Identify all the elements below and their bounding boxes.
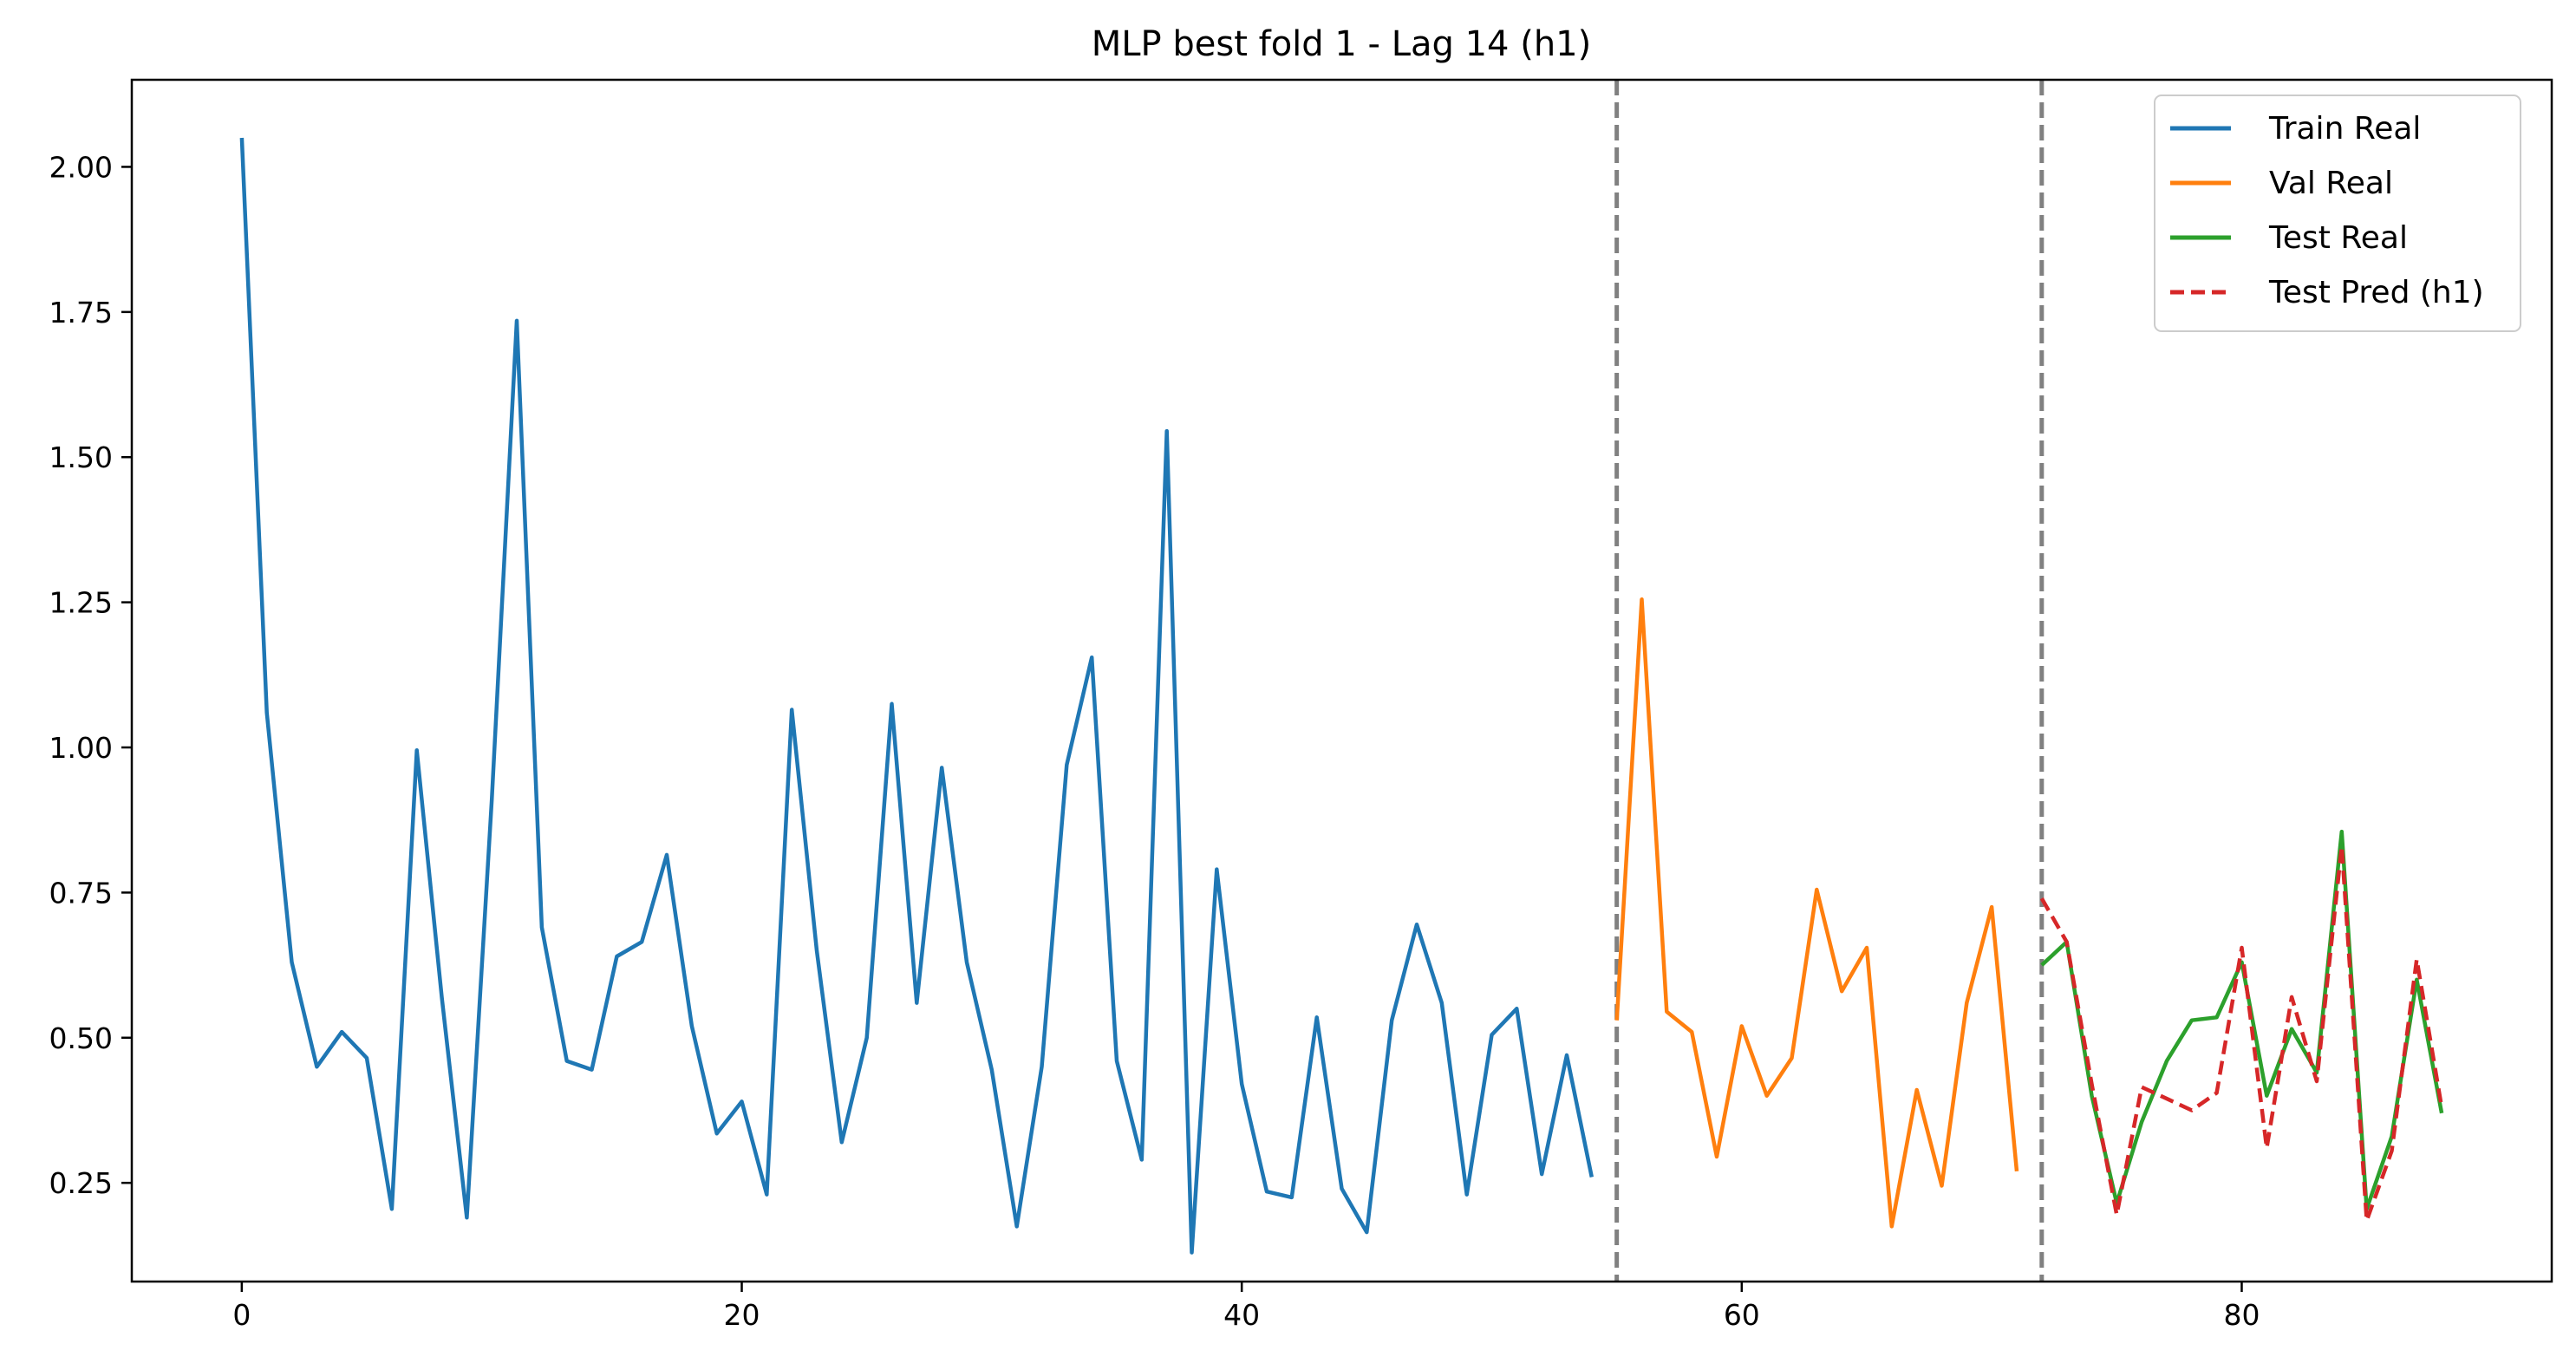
y-tick-label-3: 1.00 xyxy=(49,731,113,765)
x-tick-label-0: 0 xyxy=(232,1298,251,1332)
legend-box xyxy=(2154,95,2521,332)
y-tick-label-5: 1.50 xyxy=(49,440,113,474)
y-tick-label-2: 0.75 xyxy=(49,876,113,910)
axes-frame xyxy=(130,78,2553,1283)
legend: Train Real Val Real Test Real Test Pred (h1… xyxy=(2154,95,2521,332)
y-tick-label-7: 2.00 xyxy=(49,150,113,184)
series-line-2 xyxy=(1614,597,2019,1229)
legend-label-2: Val Real xyxy=(2269,166,2393,201)
series-line-3 xyxy=(2040,829,2444,1211)
series-line-4 xyxy=(2039,844,2444,1223)
y-tick-label-1: 0.50 xyxy=(49,1021,113,1055)
chart-title: MLP best fold 1 - Lag 14 (h1) xyxy=(1092,24,1591,64)
legend-label-1: Train Real xyxy=(2268,111,2421,147)
legend-label-3: Test Real xyxy=(2268,220,2408,256)
x-tick-label-80: 80 xyxy=(2223,1298,2260,1332)
y-tick-label-6: 1.75 xyxy=(49,296,113,329)
x-tick-label-40: 40 xyxy=(1223,1298,1260,1332)
y-tick-label-4: 1.25 xyxy=(49,586,113,620)
axes: 0 20 40 60 80 0.25 0.50 0.75 1.00 1.25 1.50 1.75 2.0… xyxy=(49,78,2553,1332)
plot-area xyxy=(239,80,2444,1282)
x-tick-label-20: 20 xyxy=(724,1298,760,1332)
legend-label-4: Test Pred (h1) xyxy=(2268,275,2484,310)
y-tick-label-0: 0.25 xyxy=(49,1166,113,1200)
series-line-1 xyxy=(239,137,1595,1255)
x-tick-label-60: 60 xyxy=(1724,1298,1760,1332)
